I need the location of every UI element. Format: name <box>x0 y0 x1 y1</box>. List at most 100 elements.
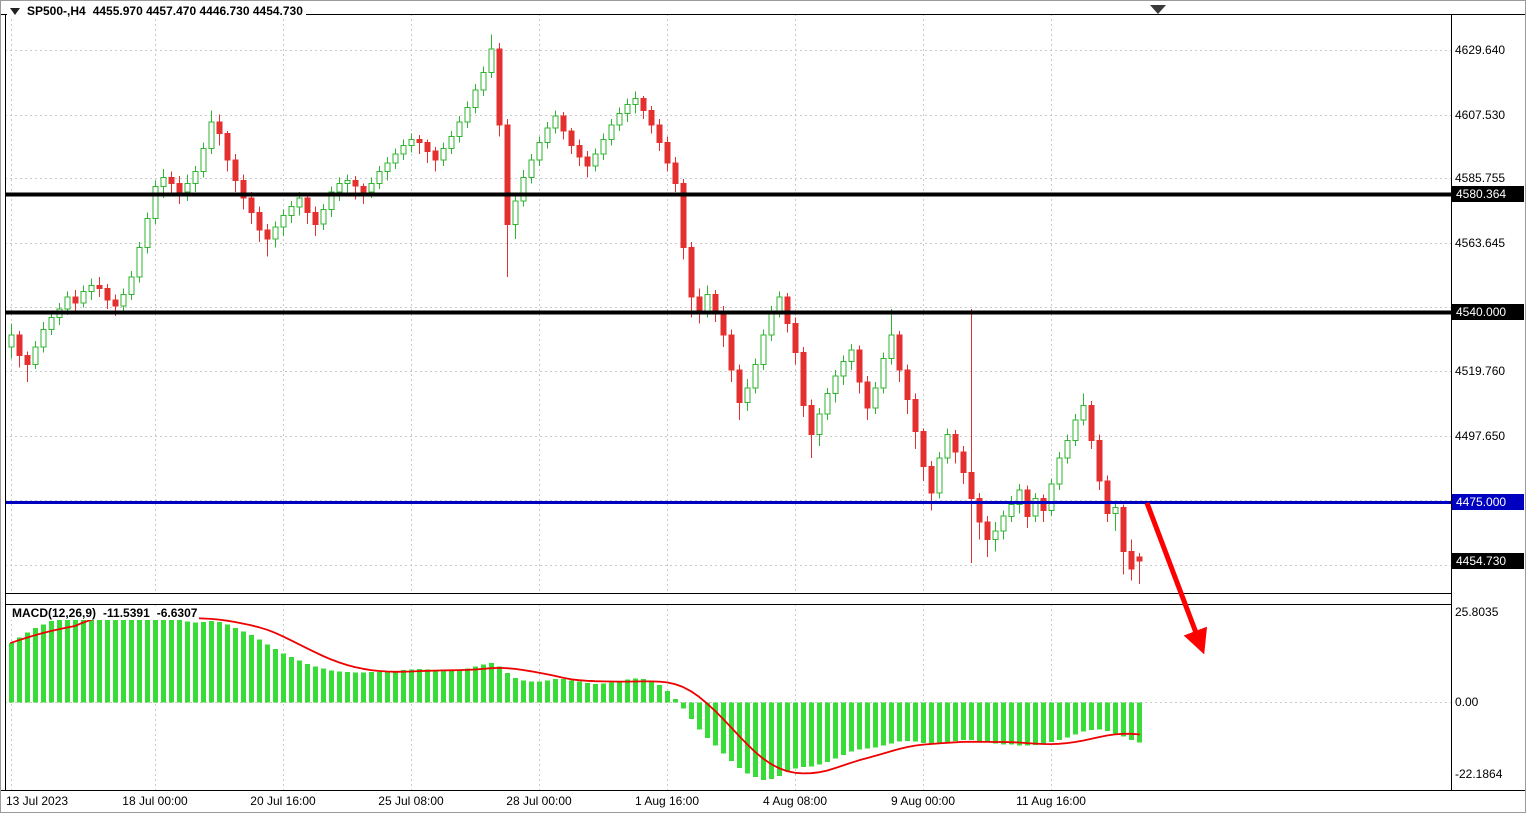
macd-bar <box>441 671 446 703</box>
macd-bar <box>105 616 110 703</box>
macd-bar <box>145 615 150 703</box>
macd-bar <box>161 615 166 703</box>
macd-histogram-layer <box>9 612 1142 780</box>
macd-bar <box>601 683 606 703</box>
macd-bar <box>721 702 726 754</box>
candle-body <box>104 288 111 301</box>
macd-bar <box>137 616 142 703</box>
macd-bar <box>33 628 38 703</box>
candle-body <box>784 296 791 325</box>
macd-bar <box>649 681 654 703</box>
candle-body <box>1040 498 1047 511</box>
macd-bar <box>697 702 702 730</box>
macd-bar <box>1009 702 1014 745</box>
macd-bar <box>889 702 894 744</box>
candle-body <box>1064 439 1071 459</box>
macd-bar <box>977 702 982 742</box>
chart-shift-icon[interactable] <box>1150 5 1166 14</box>
candle-body <box>232 159 239 181</box>
candle-body <box>296 197 303 208</box>
macd-bar <box>177 619 182 703</box>
candle-body <box>576 144 583 158</box>
candle-body <box>776 296 783 313</box>
macd-bar <box>833 702 838 759</box>
macd-bar <box>497 666 502 703</box>
macd-signal-value: -6.6307 <box>156 606 198 620</box>
candle-body <box>904 369 911 400</box>
macd-bar <box>113 618 118 703</box>
candle-body <box>48 317 55 330</box>
macd-bar <box>121 619 126 703</box>
macd-bar <box>1049 702 1054 742</box>
candle-body <box>984 521 991 541</box>
macd-bar <box>921 702 926 743</box>
candle-body <box>760 334 767 365</box>
candle-body <box>584 156 591 167</box>
macd-bar <box>449 670 454 703</box>
macd-bar <box>633 678 638 703</box>
candle-body <box>80 290 87 304</box>
candle-body <box>600 139 607 155</box>
candle-body <box>64 296 71 310</box>
macd-bar <box>353 672 358 703</box>
candle-body <box>672 162 679 184</box>
candle-body <box>40 328 47 348</box>
macd-bar <box>25 632 30 703</box>
candle-body <box>792 323 799 354</box>
candle-body <box>432 150 439 161</box>
macd-bar <box>281 653 286 703</box>
macd-bar <box>913 702 918 742</box>
candle-body <box>168 177 175 184</box>
macd-bar <box>841 702 846 755</box>
candle-body <box>248 197 255 214</box>
candle-body <box>968 471 975 500</box>
macd-bar <box>193 622 198 703</box>
candle-body <box>736 369 743 403</box>
candle-body <box>1128 550 1135 570</box>
macd-bar <box>97 614 102 703</box>
macd-bar <box>625 679 630 703</box>
macd-bar <box>337 671 342 703</box>
candle-body <box>384 162 391 173</box>
candle-body <box>368 182 375 193</box>
candle-body <box>280 215 287 228</box>
gridlines-layer <box>5 14 1451 790</box>
candle-body <box>328 191 335 211</box>
macd-bar <box>561 679 566 703</box>
macd-bar <box>89 613 94 703</box>
macd-bar <box>1137 702 1142 743</box>
candle-body <box>848 349 855 362</box>
candle-body <box>1104 480 1111 514</box>
candle-body <box>144 217 151 249</box>
macd-bar <box>745 702 750 774</box>
candle-body <box>288 206 295 216</box>
macd-bar <box>673 698 678 703</box>
candle-body <box>1072 419 1079 441</box>
macd-bar <box>385 671 390 703</box>
macd-bar <box>417 669 422 703</box>
macd-bar <box>657 685 662 703</box>
candle-body <box>312 212 319 225</box>
candle-body <box>744 387 751 403</box>
macd-bar <box>233 627 238 703</box>
candle-body <box>664 142 671 164</box>
macd-bar <box>249 635 254 703</box>
macd-header: MACD(12,26,9) -11.5391 -6.6307 <box>10 606 200 620</box>
macd-bar <box>49 621 54 703</box>
trend-arrow-annotation[interactable] <box>1144 502 1208 655</box>
macd-bar <box>665 691 670 703</box>
macd-bar <box>969 702 974 741</box>
macd-bar <box>729 702 734 762</box>
candle-body <box>568 130 575 146</box>
macd-bar <box>273 649 278 703</box>
macd-bar <box>321 668 326 703</box>
macd-bar <box>881 702 886 746</box>
macd-bar <box>129 618 134 703</box>
macd-bar <box>457 669 462 703</box>
candle-body <box>872 387 879 409</box>
macd-bar <box>641 679 646 703</box>
macd-bar <box>201 621 206 703</box>
macd-bar <box>209 620 214 703</box>
